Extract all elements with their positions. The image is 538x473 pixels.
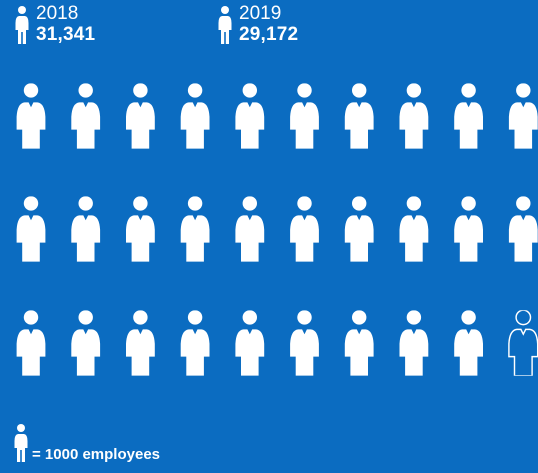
- person-icon-filled: [454, 310, 483, 376]
- stat-value: 29,172: [239, 24, 299, 45]
- person-icon-filled: [509, 83, 538, 149]
- person-icon-filled: [126, 83, 155, 149]
- person-icon-filled: [181, 83, 210, 149]
- stat-year: 2019: [239, 3, 282, 24]
- person-icon-filled: [71, 310, 100, 376]
- person-icon-filled: [126, 196, 155, 262]
- person-icon-filled: [345, 196, 374, 262]
- person-icon-filled: [181, 310, 210, 376]
- person-icon-filled: [17, 310, 46, 376]
- person-icon-outline: [509, 310, 538, 376]
- legend-label: = 1000 employees: [32, 446, 161, 463]
- legend: = 1000 employees: [14, 424, 160, 462]
- person-icon-filled: [509, 196, 538, 262]
- person-icon-filled: [400, 310, 429, 376]
- person-icon-filled: [71, 196, 100, 262]
- person-icon-filled: [126, 310, 155, 376]
- person-icon-filled: [400, 83, 429, 149]
- person-icon-filled: [71, 83, 100, 149]
- person-icon-filled: [235, 310, 264, 376]
- person-icon-filled: [17, 83, 46, 149]
- stat-2019: 2019 29,172: [218, 4, 298, 44]
- person-icon-filled: [17, 196, 46, 262]
- stat-year: 2018: [36, 3, 79, 24]
- person-icon: [14, 424, 28, 462]
- person-icon-filled: [454, 83, 483, 149]
- person-icon-filled: [400, 196, 429, 262]
- person-icon-filled: [454, 196, 483, 262]
- person-icon-filled: [345, 310, 374, 376]
- person-icon-filled: [235, 196, 264, 262]
- person-icon-filled: [181, 196, 210, 262]
- person-icon-filled: [235, 83, 264, 149]
- person-icon-filled: [290, 83, 319, 149]
- stat-value: 31,341: [36, 24, 96, 45]
- person-icon-filled: [290, 310, 319, 376]
- person-icon-filled: [290, 196, 319, 262]
- person-icon-filled: [345, 83, 374, 149]
- stat-2018: 2018 31,341: [15, 4, 95, 44]
